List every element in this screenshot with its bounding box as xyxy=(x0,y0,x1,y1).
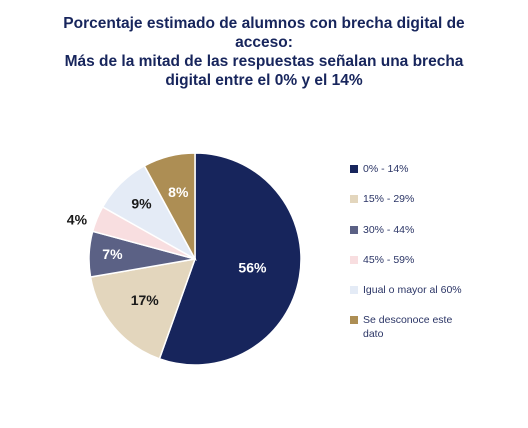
legend-swatch-4 xyxy=(350,286,358,294)
legend-item-0: 0% - 14% xyxy=(350,162,481,176)
pie-label-1: 17% xyxy=(131,292,160,308)
legend-swatch-3 xyxy=(350,256,358,264)
pie-label-3: 4% xyxy=(67,212,88,228)
legend-label-3: 45% - 59% xyxy=(363,254,415,266)
legend-item-2: 30% - 44% xyxy=(350,223,481,237)
legend-label-2: 30% - 44% xyxy=(363,224,415,236)
title-line-2: acceso: xyxy=(235,34,293,51)
legend-label-1: 15% - 29% xyxy=(363,193,415,205)
pie-label-0: 56% xyxy=(238,260,267,276)
chart-title: Porcentaje estimado de alumnos con brech… xyxy=(0,14,528,90)
pie-label-4: 9% xyxy=(131,195,152,211)
legend-swatch-5 xyxy=(350,316,358,324)
legend-item-5: Se desconoce este dato xyxy=(350,313,455,341)
pie-label-5: 8% xyxy=(168,184,189,200)
pie-slice-1 xyxy=(89,258,197,360)
legend-item-4: Igual o mayor al 60% xyxy=(350,283,481,297)
legend-swatch-2 xyxy=(350,226,358,234)
title-line-4: digital entre el 0% y el 14% xyxy=(165,72,363,89)
legend-item-3: 45% - 59% xyxy=(350,253,481,267)
title-line-3: Más de la mitad de las respuestas señala… xyxy=(64,53,464,70)
legend-swatch-0 xyxy=(350,165,358,173)
legend-item-1: 15% - 29% xyxy=(350,192,481,206)
legend-swatch-1 xyxy=(350,195,358,203)
legend-label-5: Se desconoce este dato xyxy=(363,314,453,340)
pie-label-2: 7% xyxy=(102,246,123,262)
pie-slice-0 xyxy=(158,152,302,366)
pie-slice-5 xyxy=(143,152,196,260)
legend-label-4: Igual o mayor al 60% xyxy=(363,284,462,296)
title-line-1: Porcentaje estimado de alumnos con brech… xyxy=(63,15,465,32)
legend-label-0: 0% - 14% xyxy=(363,163,409,175)
